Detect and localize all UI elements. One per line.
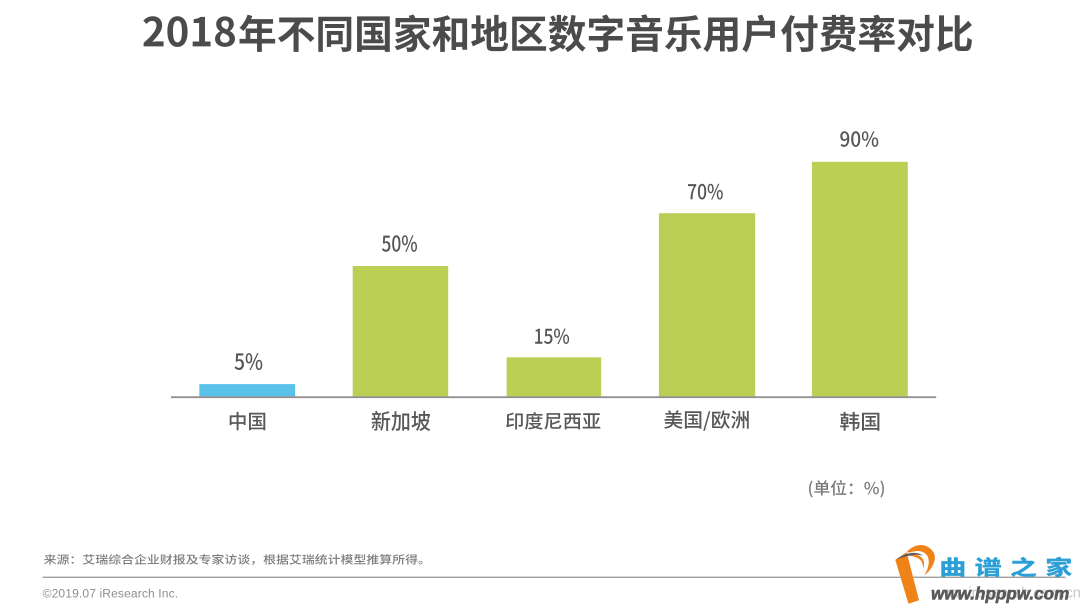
svg-text:www.iresearch.com.cn: www.iresearch.com.cn (932, 586, 1080, 602)
svg-text:©2019.07 iResearch Inc.: ©2019.07 iResearch Inc. (43, 587, 179, 601)
svg-text:www.hpppw.com: www.hpppw.com (931, 585, 1069, 604)
